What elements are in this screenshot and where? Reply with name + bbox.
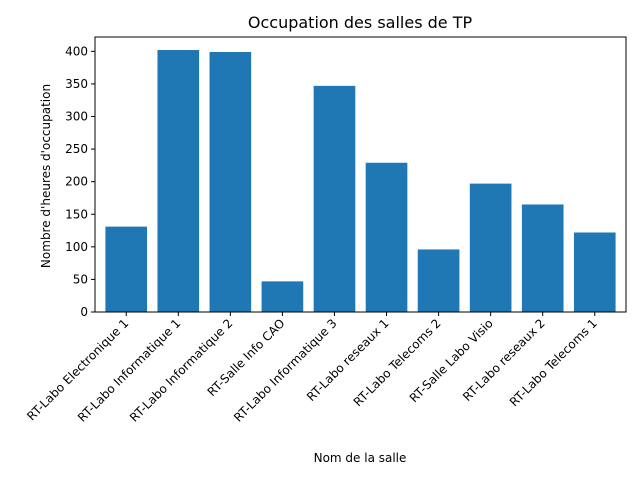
bar-4 <box>261 281 304 312</box>
bar-10 <box>573 232 616 312</box>
y-tick-label: 200 <box>65 175 88 189</box>
bar-8 <box>469 183 512 312</box>
y-tick-label: 100 <box>65 240 88 254</box>
y-axis-label: Nombre d'heures d'occupation <box>39 84 53 268</box>
x-tick-label: RT-Labo Telecoms 2 <box>351 316 444 409</box>
y-tick-label: 250 <box>65 142 88 156</box>
bar-5 <box>313 85 356 312</box>
y-axis-ticks: 0 50 100 150 200 250 300 350 400 <box>65 44 95 319</box>
x-tick-label: RT-Labo Electronique 1 <box>24 316 131 423</box>
y-tick-label: 400 <box>65 44 88 58</box>
x-tick-label: RT-Labo Telecoms 1 <box>507 316 600 409</box>
y-tick-label: 300 <box>65 110 88 124</box>
x-axis-label: Nom de la salle <box>314 451 407 465</box>
y-tick-label: 350 <box>65 77 88 91</box>
x-tick-label: RT-Labo Informatique 2 <box>127 316 235 424</box>
chart-title: Occupation des salles de TP <box>248 13 473 32</box>
bar-7 <box>417 249 460 312</box>
bars-group <box>105 50 616 313</box>
y-tick-label: 0 <box>80 305 88 319</box>
x-tick-label: RT-Labo Informatique 3 <box>231 316 339 424</box>
x-axis-ticks: RT-Labo Electronique 1RT-Labo Informatiq… <box>24 312 600 425</box>
bar-1 <box>105 226 148 312</box>
x-tick-label: RT-Labo Informatique 1 <box>75 316 183 424</box>
bar-9 <box>521 204 564 312</box>
bar-6 <box>365 162 408 312</box>
plot-area-frame <box>94 36 627 313</box>
bar-2 <box>157 50 200 313</box>
y-tick-label: 150 <box>65 207 88 221</box>
bar-3 <box>209 51 252 312</box>
y-tick-label: 50 <box>73 272 88 286</box>
